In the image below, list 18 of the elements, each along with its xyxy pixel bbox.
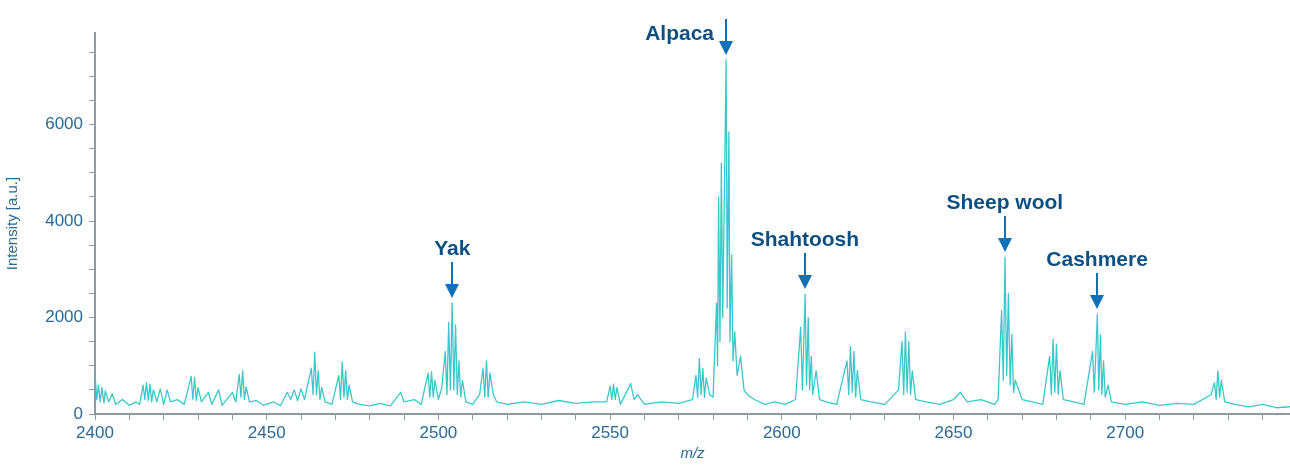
y-tick-label: 0: [73, 403, 83, 423]
x-axis-title: m/z: [680, 444, 706, 462]
x-tick-label: 2400: [76, 422, 114, 442]
annotation: Yak: [434, 236, 471, 261]
annotation: Shahtoosh: [750, 227, 860, 252]
annotation: Alpaca: [645, 20, 715, 45]
x-tick-label: 2650: [934, 422, 973, 442]
x-tick-label: 2450: [247, 422, 286, 442]
x-tick-label: 2500: [419, 422, 458, 442]
x-tick-label: 2550: [591, 422, 629, 442]
annotation: Cashmere: [1046, 247, 1148, 272]
y-tick-label: 2000: [45, 307, 83, 327]
y-tick-label: 6000: [45, 114, 83, 134]
annotation: Sheep wool: [946, 190, 1064, 215]
y-axis-title: Intensity [a.u.]: [3, 176, 21, 271]
x-tick-label: 2600: [762, 422, 801, 442]
y-tick-label: 4000: [45, 210, 83, 230]
x-tick-label: 2700: [1106, 422, 1145, 442]
